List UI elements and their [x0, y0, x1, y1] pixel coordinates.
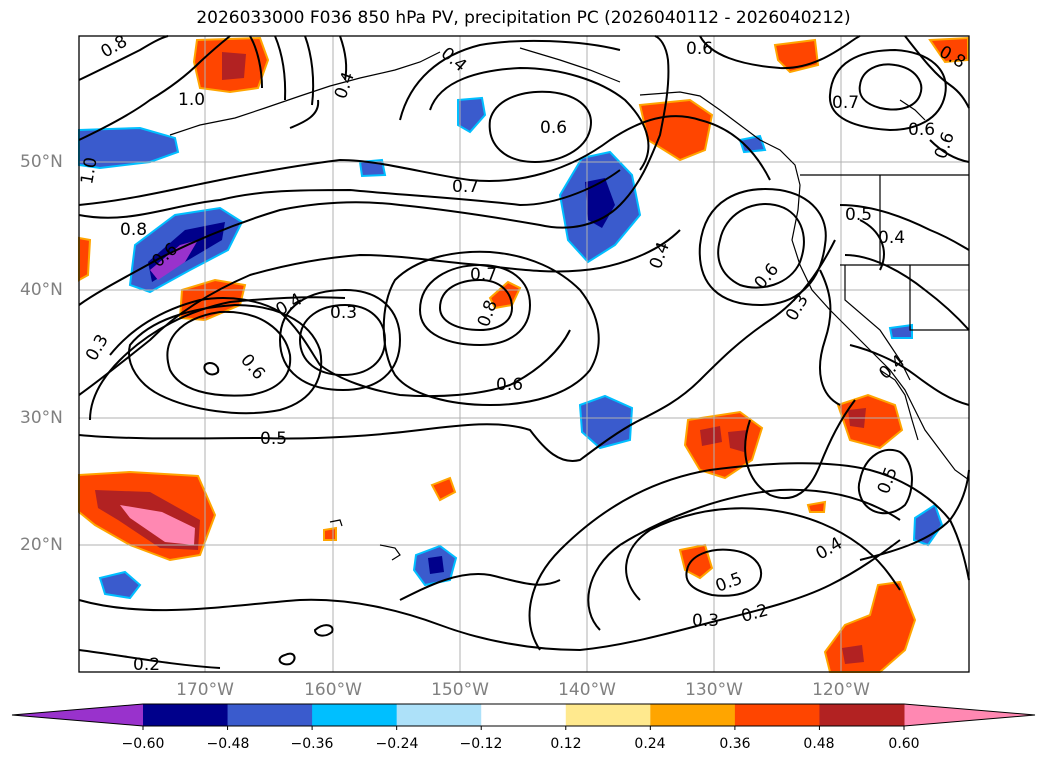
precip-blob [928, 36, 969, 64]
colorbar-tick-label: 0.24 [634, 736, 666, 752]
lat-label-20n: 20°N [20, 535, 63, 555]
contour-label: 0.3 [330, 303, 357, 323]
contour-label: 1.0 [178, 90, 205, 110]
contour-label: 0.6 [686, 39, 713, 59]
colorbar-tick-label: −0.60 [121, 736, 165, 752]
colorbar-segment [565, 704, 651, 726]
colorbar-segment [481, 704, 567, 726]
precip-blob [806, 500, 827, 513]
contour-label: 0.6 [540, 118, 567, 138]
lat-label-40n: 40°N [20, 280, 63, 300]
contour-label: 0.2 [133, 655, 160, 675]
precip-blob [888, 323, 913, 339]
contour-label: 0.7 [470, 265, 497, 285]
precip-blob [430, 476, 457, 502]
colorbar-tick-label: 0.12 [550, 736, 582, 752]
colorbar-tick-label: −0.12 [459, 736, 503, 752]
contour-label: 0.3 [692, 611, 719, 631]
graticule [79, 36, 969, 672]
precip-core [700, 426, 722, 446]
lat-label-30n: 30°N [20, 408, 63, 428]
precip-blob [457, 96, 487, 134]
colorbar-segment [143, 704, 229, 726]
precip-blob [488, 280, 522, 310]
lon-label-120w: 120°W [812, 680, 870, 700]
colorbar-tick-label: 0.60 [888, 736, 920, 752]
lon-label-140w: 140°W [558, 680, 616, 700]
colorbar-extend-max [904, 704, 1035, 726]
contour-label: 0.5 [260, 429, 287, 449]
colorbar-tick-label: −0.36 [290, 736, 334, 752]
precip-blob [98, 570, 142, 600]
colorbar-tick-label: 0.48 [803, 736, 835, 752]
precip-core [842, 645, 864, 664]
lon-label-150w: 150°W [431, 680, 489, 700]
lon-label-130w: 130°W [685, 680, 743, 700]
colorbar-tick-label: −0.48 [206, 736, 250, 752]
precip-blob [78, 126, 180, 170]
colorbar-segment [396, 704, 482, 726]
contour-label: 1.0 [77, 156, 101, 186]
lat-label-50n: 50°N [20, 152, 63, 172]
contour-label: 0.5 [845, 205, 872, 225]
precip-core [728, 430, 748, 452]
precip-blob [78, 236, 92, 282]
precip-core [428, 556, 444, 574]
precip-core [222, 52, 246, 80]
contour-label: 0.7 [832, 93, 859, 113]
contour-label: 0.6 [908, 120, 935, 140]
colorbar [11, 703, 1036, 730]
coastlines [169, 47, 970, 561]
contour-label: 0.7 [452, 177, 479, 197]
colorbar-segment [312, 704, 398, 726]
precip-blob [912, 503, 944, 547]
precip-max [150, 240, 198, 280]
map-frame [78, 35, 970, 673]
pv-contours [78, 35, 970, 669]
colorbar-tick-label: 0.36 [719, 736, 751, 752]
lon-label-160w: 160°W [304, 680, 362, 700]
lon-label-170w: 170°W [176, 680, 234, 700]
precip-blob [683, 410, 764, 480]
colorbar-segment [819, 704, 905, 726]
contour-label: 0.8 [120, 220, 147, 240]
colorbar-segments [143, 704, 905, 726]
colorbar-tick-marks [142, 726, 905, 730]
contour-label: 0.4 [878, 228, 905, 248]
precip-positive-regions [78, 36, 969, 673]
precip-blob [738, 134, 767, 154]
colorbar-tick-label: −0.24 [375, 736, 419, 752]
colorbar-segment [227, 704, 313, 726]
precip-blob [836, 393, 904, 450]
colorbar-segment [734, 704, 820, 726]
contour-label: 0.6 [496, 375, 523, 395]
map-background [79, 36, 969, 672]
colorbar-segment [650, 704, 736, 726]
colorbar-extend-min [12, 704, 143, 726]
precip-blob [323, 526, 337, 541]
precip-max [120, 505, 195, 545]
figure-title: 2026033000 F036 850 hPa PV, precipitatio… [196, 8, 851, 28]
precip-blob [578, 394, 634, 450]
